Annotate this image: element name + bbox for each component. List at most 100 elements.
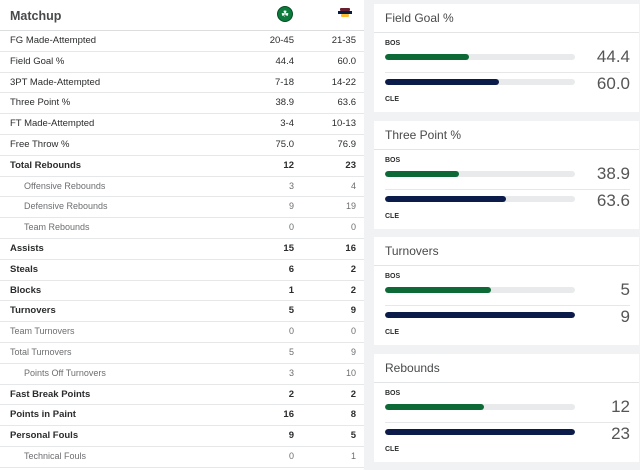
- matchup-table: Matchup ☘ FG Made-Attempted 20-45 21-35 Fie…: [0, 0, 364, 470]
- stat-label: Team Turnovers: [10, 326, 75, 337]
- cle-bar-fill: [385, 196, 506, 202]
- bos-team-label: BOS: [385, 40, 401, 47]
- bos-bar-fill: [385, 287, 491, 293]
- matchup-header: Matchup ☘: [0, 0, 364, 31]
- bos-stat-value: 9: [288, 430, 294, 442]
- matchup-title: Matchup: [10, 9, 62, 23]
- bos-team-label: BOS: [385, 390, 401, 397]
- cle-team-label: CLE: [385, 446, 399, 453]
- stat-row: FT Made-Attempted 3-4 10-13: [0, 114, 364, 135]
- cle-stat-value: 76.9: [337, 138, 357, 150]
- cle-value: 63.6: [596, 191, 630, 210]
- bos-bar-fill: [385, 54, 470, 60]
- cle-stat-value: 8: [350, 409, 356, 421]
- cle-stat-value: 10: [345, 367, 356, 378]
- cle-stat-value: 23: [345, 159, 356, 171]
- stat-row: Fast Break Points 2 2: [0, 385, 364, 406]
- stat-label: Personal Fouls: [10, 430, 79, 442]
- stat-row: Team Turnovers 0 0: [0, 322, 364, 343]
- stat-label: Total Turnovers: [10, 346, 72, 357]
- stat-label: Three Point %: [10, 97, 71, 109]
- card-divider: [385, 305, 630, 306]
- cle-bar-fill: [385, 429, 575, 435]
- cle-team-label: CLE: [385, 329, 399, 336]
- stat-label: Team Rebounds: [24, 222, 90, 233]
- bos-stat-value: 12: [283, 159, 294, 171]
- stat-label: Offensive Rebounds: [24, 180, 106, 191]
- bos-bar-track: [385, 171, 575, 177]
- stat-row: Personal Fouls 9 5: [0, 426, 364, 447]
- card-title: Rebounds: [374, 354, 639, 383]
- stat-label: Points in Paint: [10, 409, 76, 421]
- bos-stat-value: 44.4: [275, 55, 295, 67]
- cle-stat-value: 4: [350, 180, 356, 191]
- bos-stat-value: 2: [288, 388, 294, 400]
- bos-bar-fill: [385, 171, 459, 177]
- cle-team-label: CLE: [385, 96, 399, 103]
- cle-stat-value: 21-35: [331, 35, 356, 46]
- bos-stat-value: 5: [288, 305, 294, 317]
- cle-stat-value: 2: [350, 263, 356, 275]
- cle-stat-value: 14-22: [331, 76, 356, 88]
- cle-value: 9: [620, 307, 630, 326]
- bos-stat-value: 6: [288, 263, 294, 275]
- stat-card: Turnovers BOS 5 9 CLE: [374, 237, 639, 345]
- stat-row: Turnovers 5 9: [0, 301, 364, 323]
- cle-stat-value: 10-13: [331, 118, 356, 130]
- stat-row: Total Turnovers 5 9: [0, 343, 364, 364]
- bos-stat-value: 0: [288, 450, 294, 461]
- card-divider: [385, 189, 630, 190]
- card-title: Field Goal %: [374, 4, 639, 33]
- bos-stat-value: 20-45: [269, 35, 294, 46]
- bos-value: 5: [620, 280, 630, 299]
- bos-bar-track: [385, 287, 575, 293]
- stat-label: Fast Break Points: [10, 388, 91, 400]
- stat-row: Points in Paint 16 8: [0, 405, 364, 427]
- stat-label: Turnovers: [10, 305, 56, 317]
- bos-bar-fill: [385, 404, 485, 410]
- card-title: Turnovers: [374, 237, 639, 266]
- bos-stat-value: 3-4: [280, 118, 294, 130]
- stat-label: Technical Fouls: [24, 450, 87, 461]
- cle-team-label: CLE: [385, 213, 399, 220]
- cle-stat-value: 63.6: [337, 97, 357, 109]
- stat-row: Technical Fouls 0 1: [0, 447, 364, 468]
- stat-row: Free Throw % 75.0 76.9: [0, 135, 364, 156]
- stat-row: Team Rebounds 0 0: [0, 218, 364, 239]
- stat-row: Steals 6 2: [0, 260, 364, 281]
- stat-row: 3PT Made-Attempted 7-18 14-22: [0, 73, 364, 94]
- cle-stat-value: 9: [350, 305, 356, 317]
- stat-row: Three Point % 38.9 63.6: [0, 93, 364, 115]
- card-divider: [385, 72, 630, 73]
- cle-stat-value: 5: [350, 430, 356, 442]
- bos-stat-value: 1: [288, 284, 294, 296]
- stat-row: Offensive Rebounds 3 4: [0, 177, 364, 198]
- card-title: Three Point %: [374, 121, 639, 150]
- stat-label: Points Off Turnovers: [24, 367, 106, 378]
- stat-label: Blocks: [10, 284, 42, 296]
- stat-row: Total Rebounds 12 23: [0, 156, 364, 177]
- stat-card: Field Goal % BOS 44.4 60.0 CLE: [374, 4, 639, 112]
- cle-bar-track: [385, 79, 575, 85]
- cle-stat-value: 2: [350, 388, 356, 400]
- cavaliers-logo-icon: [338, 8, 354, 24]
- stat-label: Defensive Rebounds: [24, 201, 108, 212]
- bos-value: 44.4: [596, 47, 630, 66]
- stat-label: Field Goal %: [10, 55, 65, 67]
- cle-bar-track: [385, 196, 575, 202]
- bos-stat-value: 9: [288, 201, 294, 212]
- stat-card: Rebounds BOS 12 23 CLE: [374, 354, 639, 462]
- bos-stat-value: 0: [288, 326, 294, 337]
- bos-stat-value: 75.0: [275, 138, 295, 150]
- stat-card: Three Point % BOS 38.9 63.6 CLE: [374, 121, 639, 229]
- bos-team-label: BOS: [385, 273, 401, 280]
- bos-stat-value: 38.9: [275, 97, 295, 109]
- cle-bar-track: [385, 312, 575, 318]
- cle-stat-value: 0: [350, 326, 356, 337]
- stat-row: Field Goal % 44.4 60.0: [0, 52, 364, 73]
- cle-value: 60.0: [596, 74, 630, 93]
- bos-value: 12: [611, 397, 630, 416]
- stat-label: Free Throw %: [10, 138, 70, 150]
- stat-label: Steals: [10, 263, 38, 275]
- bos-stat-value: 5: [288, 346, 294, 357]
